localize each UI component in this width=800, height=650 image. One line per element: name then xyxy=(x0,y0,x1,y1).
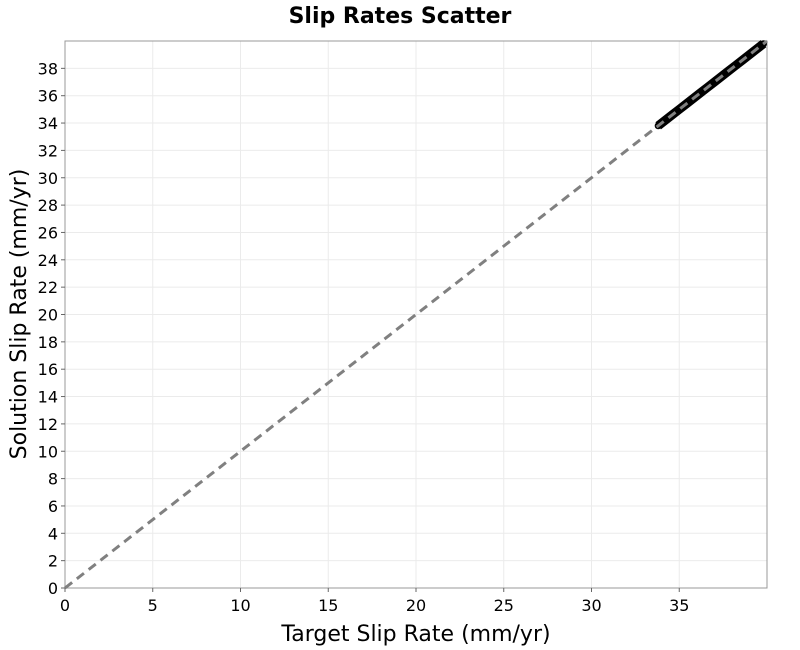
x-axis-label: Target Slip Rate (mm/yr) xyxy=(280,622,550,647)
reference-line xyxy=(64,39,768,590)
x-tick-label: 0 xyxy=(60,596,70,615)
x-tick-label: 35 xyxy=(669,596,689,615)
y-tick-label: 4 xyxy=(48,524,58,543)
y-tick-label: 8 xyxy=(48,470,58,489)
x-tick-label: 20 xyxy=(406,596,426,615)
y-tick-label: 30 xyxy=(38,169,58,188)
x-tick-label: 25 xyxy=(494,596,514,615)
y-tick-label: 2 xyxy=(48,552,58,571)
y-tick-label: 34 xyxy=(38,114,58,133)
y-tick-label: 32 xyxy=(38,141,58,160)
y-tick-label: 12 xyxy=(38,415,58,434)
y-tick-label: 18 xyxy=(38,333,58,352)
y-tick-label: 10 xyxy=(38,442,58,461)
grid xyxy=(65,41,767,588)
y-tick-label: 14 xyxy=(38,388,58,407)
y-tick-label: 28 xyxy=(38,196,58,215)
y-tick-label: 26 xyxy=(38,223,58,242)
x-tick-label: 30 xyxy=(581,596,601,615)
y-tick-label: 16 xyxy=(38,360,58,379)
y-tick-label: 20 xyxy=(38,306,58,325)
x-tick-label: 10 xyxy=(230,596,250,615)
y-tick-label: 36 xyxy=(38,87,58,106)
y-tick-label: 24 xyxy=(38,251,58,270)
x-axis-ticks: 0 5 10 15 20 25 30 35 xyxy=(60,588,689,615)
x-tick-label: 5 xyxy=(148,596,158,615)
chart-title: Slip Rates Scatter xyxy=(289,4,512,29)
y-tick-label: 0 xyxy=(48,579,58,598)
y-tick-label: 38 xyxy=(38,59,58,78)
y-tick-label: 6 xyxy=(48,497,58,516)
x-tick-label: 15 xyxy=(318,596,338,615)
y-axis-label: Solution Slip Rate (mm/yr) xyxy=(7,169,32,460)
y-tick-label: 22 xyxy=(38,278,58,297)
